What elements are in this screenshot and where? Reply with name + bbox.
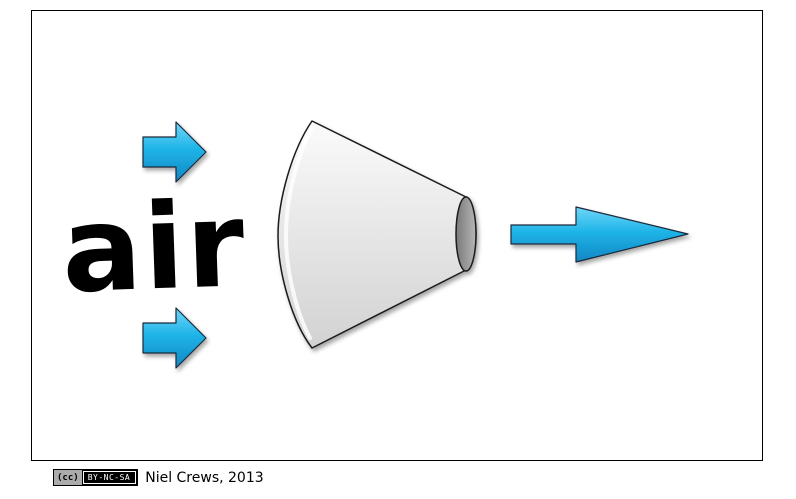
license-type: BY-NC-SA [82,471,137,484]
cone-highlight [283,126,314,340]
air-label: air [60,175,249,319]
outflow-arrow [510,206,689,263]
nozzle [277,120,477,349]
footer: (cc) BY-NC-SA Niel Crews, 2013 [53,468,264,487]
arrow-right-long-icon [510,206,689,263]
cone-nozzle-icon [277,120,477,349]
inflow-arrow-top [142,121,207,183]
cc-icon: (cc) [54,470,82,485]
arrow-right-icon [142,121,207,183]
cc-license-badge[interactable]: (cc) BY-NC-SA [53,469,139,486]
inflow-arrow-bottom [142,307,207,369]
author-credit: Niel Crews, 2013 [145,469,264,486]
nozzle-opening [455,196,477,272]
arrow-right-icon [142,307,207,369]
